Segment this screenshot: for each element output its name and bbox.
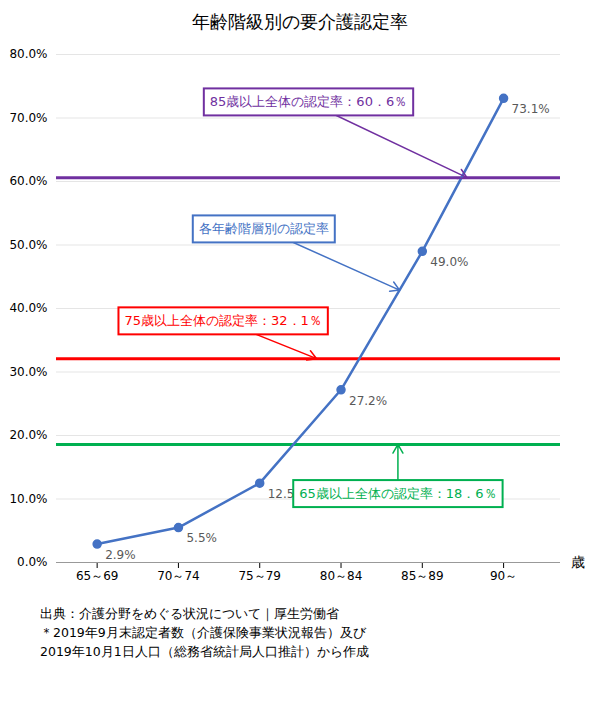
svg-text:70～74: 70～74 bbox=[157, 569, 200, 583]
svg-text:40.0%: 40.0% bbox=[9, 301, 47, 315]
html-text:出典：介護分野をめぐる状況について｜厚生労働省: 出典：介護分野をめぐる状況について｜厚生労働省 bbox=[40, 606, 339, 621]
svg-text:49.0%: 49.0% bbox=[430, 255, 468, 269]
html-text:年齢階級別の要介護認定率: 年齢階級別の要介護認定率 bbox=[192, 11, 408, 32]
svg-text:2.9%: 2.9% bbox=[105, 548, 136, 562]
svg-text:70.0%: 70.0% bbox=[9, 111, 47, 125]
svg-text:85歳以上全体の認定率：60．6％: 85歳以上全体の認定率：60．6％ bbox=[210, 94, 407, 109]
svg-text:歳: 歳 bbox=[571, 554, 585, 570]
svg-text:0.0%: 0.0% bbox=[17, 555, 48, 569]
svg-text:85～89: 85～89 bbox=[401, 569, 444, 583]
svg-text:20.0%: 20.0% bbox=[9, 428, 47, 442]
svg-text:12.5%: 12.5% bbox=[267, 487, 306, 501]
html-text:＊2019年9月末認定者数（介護保険事業状況報告）及び: ＊2019年9月末認定者数（介護保険事業状況報告）及び bbox=[40, 625, 366, 640]
svg-text:90～: 90～ bbox=[490, 569, 517, 583]
svg-text:27.2%: 27.2% bbox=[349, 394, 387, 408]
svg-text:60.0%: 60.0% bbox=[9, 174, 47, 188]
svg-text:10.0%: 10.0% bbox=[9, 492, 47, 506]
svg-text:65歳以上全体の認定率：18．6％: 65歳以上全体の認定率：18．6％ bbox=[299, 486, 496, 501]
svg-text:50.0%: 50.0% bbox=[9, 238, 47, 252]
svg-text:75～79: 75～79 bbox=[238, 569, 281, 583]
svg-text:30.0%: 30.0% bbox=[9, 365, 47, 379]
svg-text:75歳以上全体の認定率：32．1％: 75歳以上全体の認定率：32．1％ bbox=[124, 313, 321, 328]
svg-text:5.5%: 5.5% bbox=[186, 531, 217, 545]
svg-text:80～84: 80～84 bbox=[320, 569, 363, 583]
svg-text:73.1%: 73.1% bbox=[512, 102, 550, 116]
svg-text:80.0%: 80.0% bbox=[9, 47, 47, 61]
svg-text:各年齢階層別の認定率: 各年齢階層別の認定率 bbox=[199, 221, 329, 236]
html-text:2019年10月1日人口（総務省統計局人口推計）から作成: 2019年10月1日人口（総務省統計局人口推計）から作成 bbox=[40, 644, 369, 659]
svg-text:65～69: 65～69 bbox=[76, 569, 119, 583]
